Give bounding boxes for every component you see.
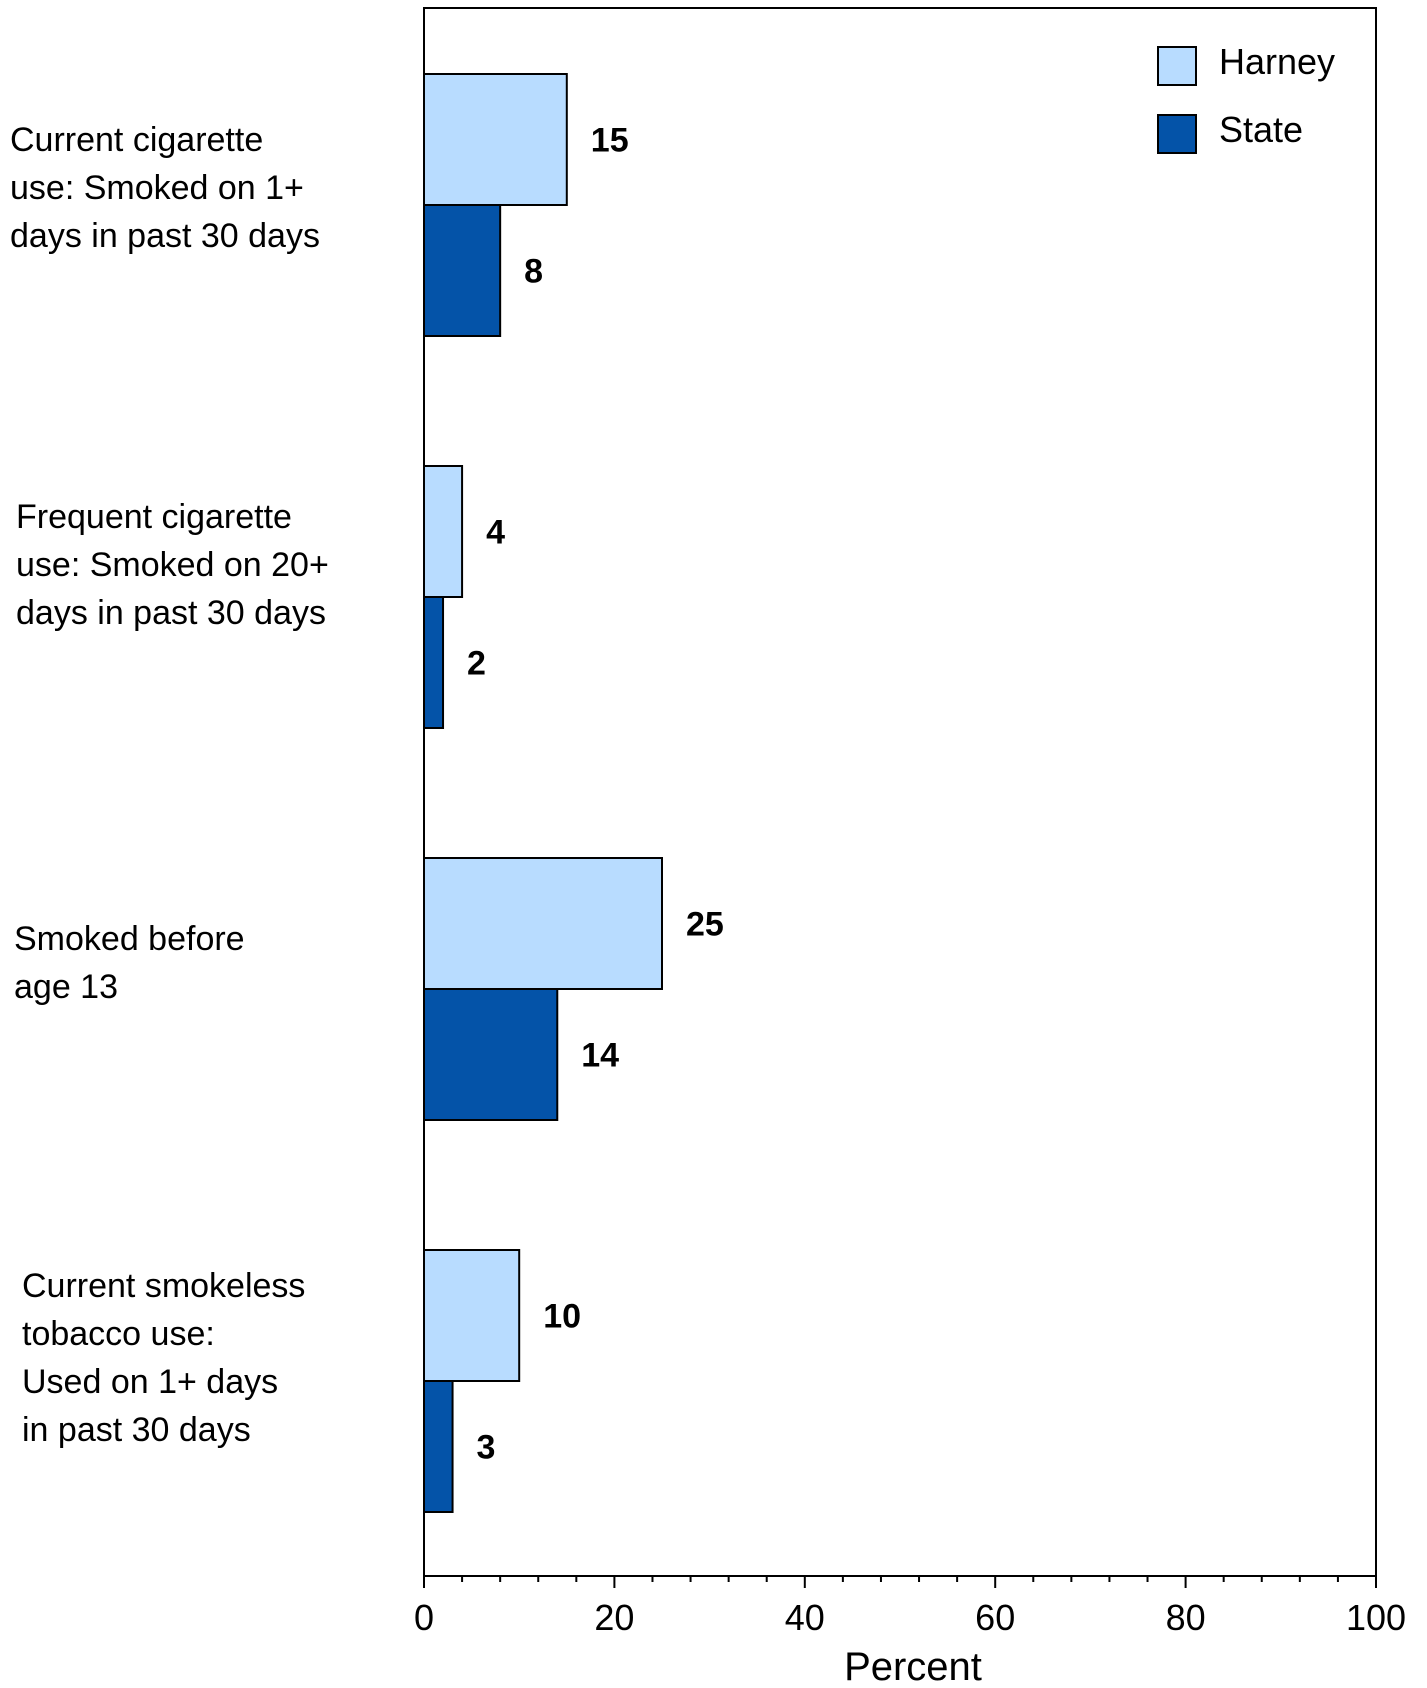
data-label-state-1: 8: [524, 253, 543, 291]
x-axis: 0 20 40 60 80 100: [414, 1575, 1406, 1638]
plot-area-frame: [423, 7, 1377, 1577]
category-label-line: Smoked before: [14, 920, 245, 958]
category-label-line: use: Smoked on 20+: [16, 546, 329, 584]
data-label-state-4: 3: [477, 1429, 496, 1467]
x-tick-label: 60: [975, 1597, 1015, 1638]
bars-layer: [423, 73, 663, 1513]
legend-swatch-harney: [1157, 46, 1197, 86]
category-label-4: Current smokeless tobacco use: Used on 1+ …: [22, 1262, 305, 1454]
data-label-state-3: 14: [581, 1037, 619, 1075]
data-label-harney-4: 10: [543, 1298, 581, 1336]
x-tick-label: 100: [1346, 1597, 1406, 1638]
data-label-harney-2: 4: [486, 514, 505, 552]
data-label-harney-1: 15: [591, 122, 629, 160]
category-label-line: use: Smoked on 1+: [10, 169, 304, 207]
data-label-harney-3: 25: [686, 906, 724, 944]
x-tick-label: 0: [414, 1597, 434, 1638]
data-labels-layer: 15 8 4 2 25 14 10 3: [467, 122, 724, 1467]
bar-harney-3: [423, 857, 663, 990]
category-label-line: Frequent cigarette: [16, 498, 292, 536]
category-label-line: days in past 30 days: [16, 594, 326, 632]
category-label-line: Current smokeless: [22, 1267, 306, 1305]
bar-harney-2: [423, 465, 464, 598]
bar-state-1: [423, 204, 502, 337]
legend-item-harney: Harney: [1157, 42, 1397, 90]
legend-swatch-state: [1157, 114, 1197, 154]
x-tick-label: 80: [1166, 1597, 1206, 1638]
category-label-line: age 13: [14, 968, 118, 1006]
category-label-1: Current cigarette use: Smoked on 1+ days i…: [10, 116, 320, 260]
category-label-2: Frequent cigarette use: Smoked on 20+ days…: [16, 493, 329, 637]
bar-harney-4: [423, 1249, 521, 1382]
category-label-line: tobacco use:: [22, 1315, 215, 1353]
category-label-line: in past 30 days: [22, 1411, 251, 1449]
x-tick-label: 20: [594, 1597, 634, 1638]
x-axis-title: Percent: [844, 1645, 982, 1688]
category-label-line: days in past 30 days: [10, 217, 320, 255]
legend-item-state: State: [1157, 110, 1397, 158]
category-label-line: Current cigarette: [10, 121, 264, 159]
legend-label-harney: Harney: [1219, 41, 1336, 82]
bar-harney-1: [423, 73, 568, 206]
category-label-3: Smoked before age 13: [14, 915, 245, 1011]
bar-state-2: [423, 596, 445, 729]
category-label-line: Used on 1+ days: [22, 1363, 279, 1401]
data-label-state-2: 2: [467, 645, 486, 683]
bar-state-4: [423, 1380, 454, 1513]
bar-state-3: [423, 988, 559, 1121]
x-tick-label: 40: [785, 1597, 825, 1638]
legend-label-state: State: [1219, 109, 1304, 150]
